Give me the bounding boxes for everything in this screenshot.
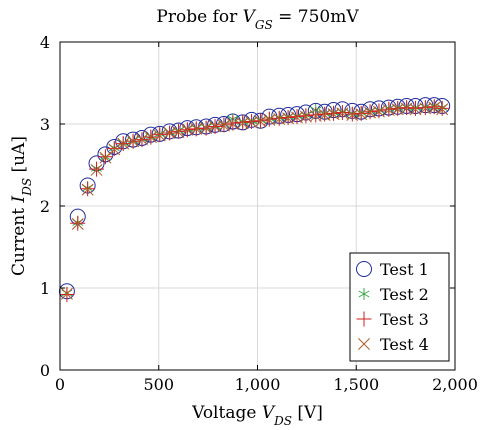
data-point xyxy=(299,110,312,123)
data-point xyxy=(152,127,168,143)
data-point xyxy=(97,149,113,165)
data-point xyxy=(428,101,441,114)
data-point xyxy=(225,115,241,131)
x-tick-label: 2,000 xyxy=(432,375,478,394)
y-tick-label: 4 xyxy=(40,33,50,52)
y-axis-label: Current IDS [uA] xyxy=(9,136,34,276)
legend-item: Test 4 xyxy=(358,335,429,354)
data-point xyxy=(353,105,369,121)
legend: Test 1 Test 2 Test 3 Test 4 xyxy=(349,252,450,362)
data-point xyxy=(289,109,305,125)
data-point xyxy=(226,118,239,130)
legend-label: Test 3 xyxy=(380,310,429,329)
data-point xyxy=(117,137,130,150)
x-tick-label: 1,500 xyxy=(333,375,379,394)
legend-marker xyxy=(358,288,370,300)
data-point xyxy=(362,104,378,120)
legend-item: Test 2 xyxy=(358,285,429,304)
data-point xyxy=(71,218,84,231)
legend-label: Test 2 xyxy=(380,285,429,304)
data-point xyxy=(60,287,73,300)
data-point xyxy=(399,100,415,116)
data-point xyxy=(135,133,148,146)
data-point xyxy=(252,113,268,129)
data-point xyxy=(372,105,385,118)
data-point xyxy=(106,141,122,157)
data-point xyxy=(263,113,276,126)
x-axis-label: Voltage VDS [V] xyxy=(191,403,323,428)
data-point xyxy=(261,111,277,127)
data-point xyxy=(172,126,185,139)
data-point xyxy=(298,108,314,124)
data-point xyxy=(80,181,96,197)
data-point xyxy=(90,163,103,176)
data-point xyxy=(235,114,251,130)
series-4 xyxy=(60,101,449,300)
y-tick-label: 1 xyxy=(40,279,50,298)
legend-label: Test 4 xyxy=(380,335,429,354)
data-point xyxy=(244,114,260,130)
data-point xyxy=(344,106,360,122)
data-point xyxy=(70,215,86,231)
data-point xyxy=(371,103,387,119)
legend-item: Test 3 xyxy=(356,310,429,329)
data-point xyxy=(81,183,94,196)
data-point xyxy=(153,129,166,142)
data-point xyxy=(336,107,349,120)
y-tick-label: 2 xyxy=(40,197,50,216)
data-point xyxy=(436,103,449,116)
data-point xyxy=(334,105,350,121)
data-point xyxy=(89,161,105,177)
data-point xyxy=(326,105,342,121)
x-tick-label: 500 xyxy=(143,375,174,394)
legend-box xyxy=(349,252,450,362)
chart-title: Probe for VGS = 750mV xyxy=(156,7,359,32)
data-point xyxy=(317,106,333,122)
legend-item: Test 1 xyxy=(356,260,429,279)
data-point xyxy=(216,117,232,133)
data-point xyxy=(417,100,433,116)
x-tick-label: 0 xyxy=(55,375,65,394)
legend-marker xyxy=(358,338,370,350)
data-point xyxy=(434,100,450,116)
y-tick-label: 0 xyxy=(40,361,50,380)
y-tick-label: 3 xyxy=(40,115,50,134)
data-point xyxy=(280,109,296,125)
plot-area xyxy=(58,97,451,303)
data-point xyxy=(171,123,186,139)
legend-label: Test 1 xyxy=(380,260,429,279)
data-point xyxy=(271,110,287,126)
data-point xyxy=(381,101,397,117)
x-tick-label: 1,000 xyxy=(235,375,281,394)
data-point xyxy=(408,100,423,116)
legend-marker xyxy=(356,261,372,277)
data-point xyxy=(108,143,121,156)
axis-ticks: 0 500 1,000 1,500 2,000 0 1 2 3 4 xyxy=(40,33,478,394)
data-point xyxy=(59,287,75,303)
legend-marker xyxy=(356,311,372,327)
data-point xyxy=(390,100,406,116)
data-point xyxy=(308,107,324,123)
data-point xyxy=(409,103,422,116)
data-point xyxy=(190,122,203,135)
